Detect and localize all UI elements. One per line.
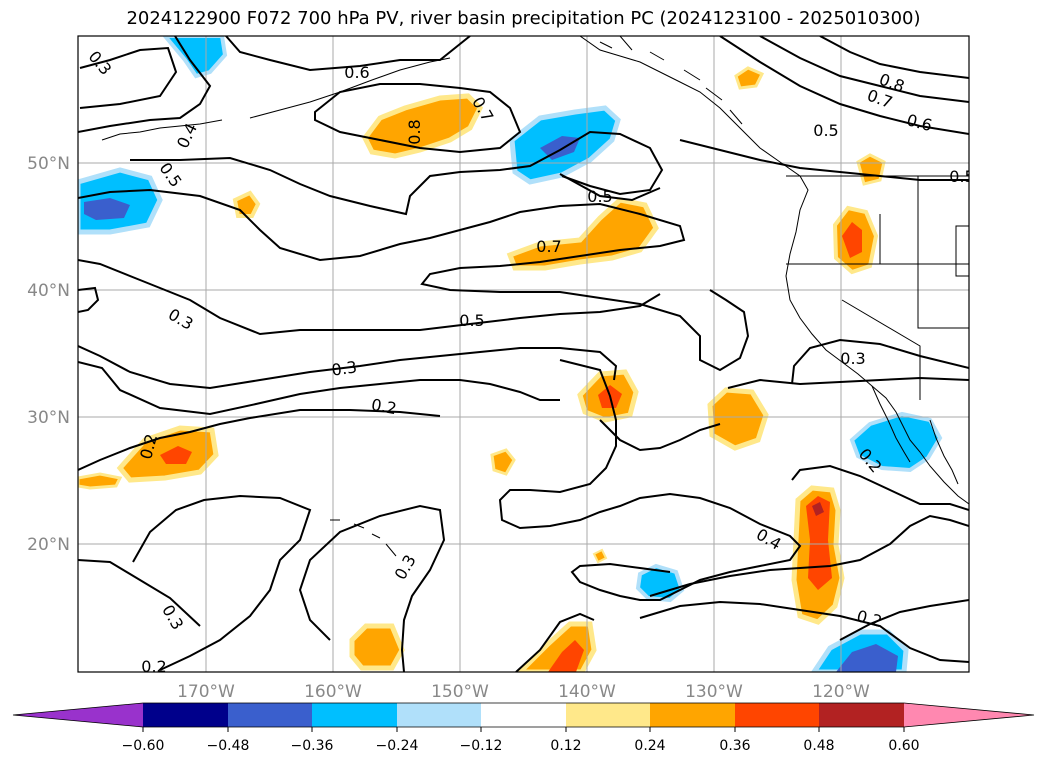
colorbar: −0.60 −0.48 −0.36 −0.24 −0.12 0.12 0.24 … bbox=[12, 702, 1035, 754]
lon-labels: 170°W 160°W 150°W 140°W 130°W 120°W bbox=[177, 682, 870, 702]
lon-label: 150°W bbox=[431, 682, 489, 702]
contour-label: 0.3 bbox=[330, 357, 358, 379]
colorbar-tick-label: 0.12 bbox=[550, 738, 581, 754]
colorbar-bin bbox=[312, 703, 397, 727]
colorbar-tick-label: −0.24 bbox=[376, 738, 419, 754]
colorbar-tick-label: −0.48 bbox=[207, 738, 250, 754]
lat-label: 20°N bbox=[27, 535, 70, 555]
lon-label: 140°W bbox=[558, 682, 616, 702]
contour-label: 0.6 bbox=[344, 63, 369, 82]
colorbar-bin bbox=[143, 703, 228, 727]
map-frame bbox=[77, 35, 970, 673]
contour-label: 0.2 bbox=[141, 657, 166, 676]
map-title: 2024122900 F072 700 hPa PV, river basin … bbox=[126, 8, 921, 29]
contour-label: 0.7 bbox=[536, 237, 561, 256]
lon-label: 160°W bbox=[304, 682, 362, 702]
colorbar-bin bbox=[566, 703, 650, 727]
lon-label: 130°W bbox=[685, 682, 743, 702]
lon-label: 120°W bbox=[812, 682, 870, 702]
contour-label: 0.5 bbox=[813, 121, 838, 140]
lat-label: 50°N bbox=[27, 154, 70, 174]
colorbar-tick-label: 0.24 bbox=[634, 738, 665, 754]
colorbar-tick-marks bbox=[142, 727, 905, 732]
colorbar-tick-label: 0.60 bbox=[888, 738, 919, 754]
lat-label: 30°N bbox=[27, 408, 70, 428]
colorbar-tick-label: 0.48 bbox=[803, 738, 834, 754]
colorbar-bin bbox=[650, 703, 735, 727]
contour-label: 0.8 bbox=[405, 119, 424, 144]
lat-labels: 50°N 40°N 30°N 20°N bbox=[27, 154, 70, 555]
colorbar-bin bbox=[397, 703, 481, 727]
colorbar-tick-label: −0.12 bbox=[460, 738, 503, 754]
lat-label: 40°N bbox=[27, 281, 70, 301]
colorbar-tick-label: −0.60 bbox=[122, 738, 165, 754]
colorbar-bin bbox=[481, 703, 566, 727]
lon-label: 170°W bbox=[177, 682, 235, 702]
precip-shading bbox=[78, 36, 943, 672]
colorbar-tick-label: 0.36 bbox=[719, 738, 750, 754]
contour-label: 0.5 bbox=[949, 167, 974, 186]
pv-contours bbox=[78, 36, 969, 672]
colorbar-bin bbox=[228, 703, 312, 727]
colorbar-bin bbox=[735, 703, 819, 727]
contour-label: 0.2 bbox=[370, 395, 398, 418]
colorbar-under-arrow bbox=[13, 703, 143, 727]
coastlines bbox=[101, 36, 969, 557]
colorbar-over-arrow bbox=[904, 703, 1034, 727]
colorbar-bin bbox=[819, 703, 904, 727]
contour-label: 0.5 bbox=[587, 187, 612, 206]
colorbar-tick-label: −0.36 bbox=[291, 738, 334, 754]
contour-label: 0.3 bbox=[840, 349, 865, 368]
contour-label: 0.5 bbox=[459, 311, 484, 330]
